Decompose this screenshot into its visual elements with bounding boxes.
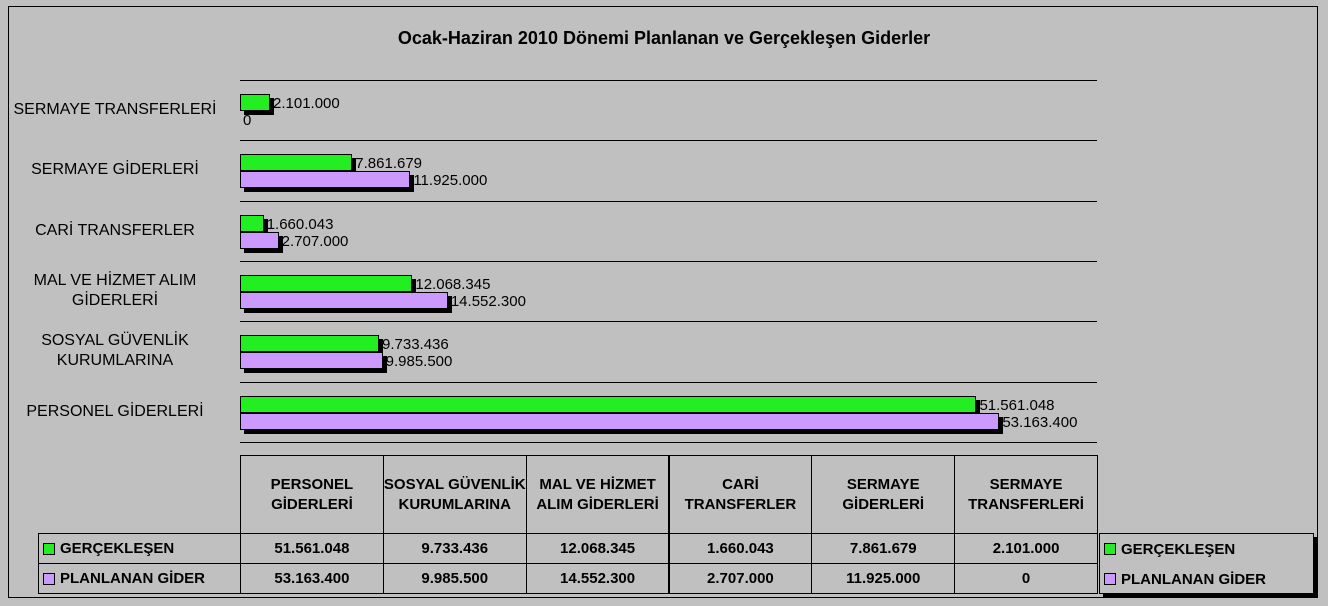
table-header: MAL VE HİZMET ALIM GİDERLERİ bbox=[525, 455, 670, 534]
chart-frame bbox=[8, 6, 1318, 598]
category-divider bbox=[240, 381, 1097, 383]
data-label: 7.861.679 bbox=[355, 155, 423, 173]
table-header: CARİ TRANSFERLER bbox=[668, 455, 813, 534]
bar bbox=[240, 94, 270, 111]
y-tick-label: PERSONEL GİDERLERİ bbox=[26, 402, 204, 420]
bar bbox=[240, 412, 1000, 430]
y-tick-label: MAL VE HİZMET ALIM GİDERLERİ bbox=[33, 272, 197, 310]
legend-label: GERÇEKLEŞEN bbox=[1121, 540, 1236, 558]
legend: GERÇEKLEŞEN PLANLANAN GİDER bbox=[1099, 533, 1314, 594]
bar bbox=[240, 335, 380, 353]
category-divider bbox=[240, 321, 1097, 323]
table-header: SERMAYE TRANSFERLERİ bbox=[954, 455, 1098, 534]
bar bbox=[240, 231, 279, 249]
category-divider bbox=[240, 261, 1097, 262]
legend-key bbox=[43, 572, 55, 585]
category-divider bbox=[240, 140, 1097, 142]
table-header: SERMAYE GİDERLERİ bbox=[811, 455, 956, 534]
data-label: 11.925.000 bbox=[413, 172, 488, 190]
data-label: 9.985.500 bbox=[385, 353, 453, 371]
row-label: GERÇEKLEŞEN bbox=[60, 539, 175, 557]
bar bbox=[240, 292, 448, 309]
bar bbox=[240, 395, 977, 413]
category-divider bbox=[240, 442, 1097, 443]
table-cell: 2.707.000 bbox=[668, 563, 813, 594]
table-cell: 9.985.500 bbox=[382, 563, 527, 594]
legend-key bbox=[1104, 543, 1116, 555]
table-cell: 51.561.048 bbox=[240, 533, 384, 564]
table-cell: 11.925.000 bbox=[811, 563, 956, 594]
table-cell: 12.068.345 bbox=[525, 533, 670, 564]
table-cell: 1.660.043 bbox=[668, 533, 813, 564]
data-label: 12.068.345 bbox=[415, 276, 491, 293]
table-row-header: GERÇEKLEŞEN bbox=[38, 533, 241, 564]
category-divider bbox=[240, 200, 1097, 202]
legend-item: GERÇEKLEŞEN bbox=[1100, 534, 1313, 564]
data-label: 51.561.048 bbox=[979, 396, 1055, 414]
data-label: 0 bbox=[243, 112, 252, 129]
data-label: 2.101.000 bbox=[273, 95, 340, 112]
table-cell: 7.861.679 bbox=[811, 533, 956, 564]
table-cell: 0 bbox=[954, 563, 1098, 594]
y-tick-label: CARİ TRANSFERLER bbox=[35, 221, 195, 239]
bar bbox=[240, 154, 353, 172]
data-label: 2.707.000 bbox=[281, 232, 349, 250]
legend-key bbox=[1104, 573, 1116, 585]
data-label: 14.552.300 bbox=[450, 293, 526, 310]
chart-title: Ocak-Haziran 2010 Dönemi Planlanan ve Ge… bbox=[397, 28, 931, 48]
table-header: PERSONEL GİDERLERİ bbox=[240, 455, 384, 534]
data-label: 1.660.043 bbox=[266, 215, 334, 233]
row-label: PLANLANAN GİDER bbox=[60, 569, 205, 587]
legend-key bbox=[43, 542, 55, 555]
table-row-header: PLANLANAN GİDER bbox=[38, 563, 241, 594]
table-cell: 9.733.436 bbox=[382, 533, 527, 564]
bar bbox=[240, 171, 411, 189]
y-tick-label: SERMAYE GİDERLERİ bbox=[31, 161, 199, 179]
legend-label: PLANLANAN GİDER bbox=[1121, 570, 1266, 588]
bar bbox=[240, 352, 383, 370]
y-tick-label: SOSYAL GÜVENLİK KURUMLARINA bbox=[41, 332, 189, 370]
data-label: 9.733.436 bbox=[382, 336, 449, 354]
legend-item: PLANLANAN GİDER bbox=[1100, 564, 1313, 594]
bar bbox=[240, 214, 264, 232]
bar bbox=[240, 275, 413, 292]
data-label: 53.163.400 bbox=[1002, 413, 1078, 431]
table-cell: 2.101.000 bbox=[954, 533, 1098, 564]
y-tick-label: SERMAYE TRANSFERLERİ bbox=[13, 101, 217, 119]
table-header: SOSYAL GÜVENLİK KURUMLARINA bbox=[382, 455, 527, 534]
table-cell: 14.552.300 bbox=[525, 563, 670, 594]
table-cell: 53.163.400 bbox=[240, 563, 384, 594]
category-divider bbox=[240, 80, 1097, 81]
